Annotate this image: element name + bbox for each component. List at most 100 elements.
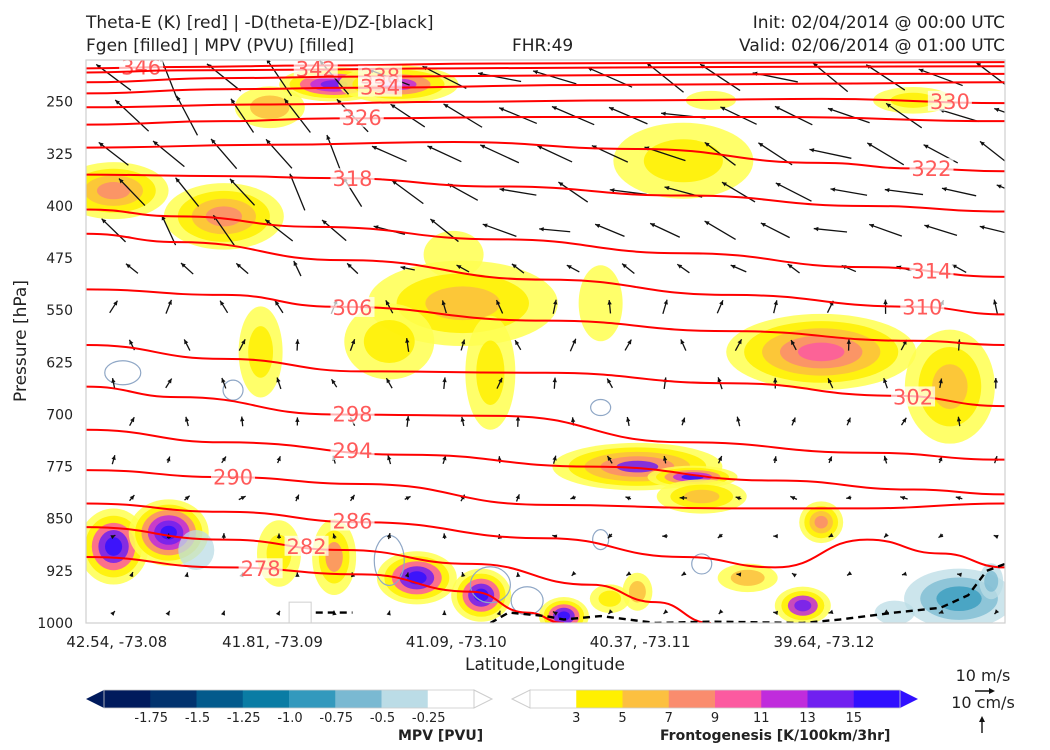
wind-vector-14 — [865, 64, 906, 91]
fgen-region-29-1 — [730, 569, 765, 586]
theta-e-label-278: 278 — [241, 557, 281, 581]
wind-vector-80 — [760, 222, 790, 239]
wind-vector-head-22 — [390, 104, 396, 109]
wind-vector-head-231 — [681, 571, 687, 576]
wind-vector-head-116 — [883, 299, 888, 305]
theta-e-contour-294 — [86, 428, 1005, 496]
wind-vector-head-108 — [441, 300, 446, 306]
fgen-tick-1: 5 — [618, 711, 626, 726]
wind-vector-head-122 — [295, 339, 300, 344]
y-tick-label-700: 700 — [46, 407, 73, 423]
wind-vector-head-183 — [827, 456, 833, 462]
wind-vector-66 — [941, 187, 977, 197]
wind-vector-head-239 — [165, 610, 170, 616]
wind-vector-head-107 — [385, 300, 390, 306]
wind-vector-237 — [1012, 573, 1016, 576]
wind-vector-36 — [210, 138, 238, 170]
fgen-region-11-1 — [248, 326, 274, 378]
wind-vector-24 — [498, 107, 538, 125]
wind-vector-head-24 — [499, 107, 505, 112]
mpv-outline-5 — [469, 566, 511, 604]
wind-vector-head-207 — [276, 533, 282, 538]
wind-vector-head-109 — [496, 300, 501, 306]
wind-vector-head-75 — [482, 223, 488, 228]
wind-vector-47 — [809, 148, 852, 159]
wind-vector-head-125 — [461, 339, 466, 345]
wind-vector-head-243 — [386, 610, 391, 616]
x-tick-label-4: 39.64, -73.12 — [774, 633, 875, 651]
wind-vector-head-80 — [760, 222, 766, 227]
wind-vector-head-248 — [663, 609, 669, 614]
wind-key-horizontal-arrowhead — [989, 688, 995, 694]
wind-vector-head-148 — [773, 377, 778, 383]
wind-vector-head-165 — [791, 417, 796, 423]
wind-vector-22 — [390, 103, 426, 128]
wind-vector-39 — [371, 145, 407, 163]
wind-vector-head-127 — [571, 338, 576, 344]
wind-vector-head-149 — [828, 378, 832, 384]
mpv-region-3-1 — [984, 570, 999, 592]
wind-vector-head-147 — [717, 377, 722, 383]
wind-vector-head-33 — [994, 107, 1000, 113]
fgen-colorbar-frame — [529, 689, 901, 709]
theta-e-contour-306 — [86, 288, 1005, 346]
wind-vector-head-88 — [293, 260, 298, 266]
wind-vector-head-191 — [350, 494, 355, 500]
wind-vector-169 — [1013, 416, 1015, 426]
valid-time: Valid: 02/06/2014 @ 01:00 UTC — [739, 36, 1005, 56]
wind-vector-head-145 — [607, 378, 612, 384]
wind-vector-head-38 — [326, 134, 331, 140]
fgen-colorbar-extend-high — [900, 690, 918, 708]
theta-e-label-302: 302 — [893, 385, 933, 409]
wind-vector-head-215 — [717, 533, 723, 538]
fgen-region-14-4 — [797, 342, 845, 362]
wind-vector-head-8 — [533, 70, 538, 75]
wind-vector-8 — [532, 70, 577, 85]
wind-vector-head-31 — [886, 103, 892, 108]
theta-e-contour-318 — [86, 173, 1005, 213]
wind-vector-head-52 — [175, 177, 181, 183]
wind-vector-head-59 — [558, 182, 564, 187]
theta-e-label-bg-342 — [293, 60, 338, 79]
wind-vector-head-152 — [993, 377, 998, 383]
wind-vector-head-220 — [993, 534, 999, 539]
wind-vector-head-197 — [679, 495, 685, 501]
wind-vector-head-66 — [941, 187, 947, 192]
wind-vector-head-250 — [773, 610, 779, 616]
y-tick-label-925: 925 — [46, 564, 73, 580]
plot-frame — [85, 59, 1006, 624]
wind-vector-head-168 — [956, 416, 962, 422]
wind-vector-head-46 — [758, 142, 764, 148]
wind-vector-head-142 — [442, 377, 447, 383]
theta-e-contour-278 — [86, 555, 564, 623]
wind-vector-head-138 — [221, 377, 226, 383]
wind-vector-head-128 — [627, 339, 632, 345]
wind-vector-40 — [427, 145, 462, 163]
wind-vector-head-62 — [721, 182, 727, 187]
wind-vector-head-3 — [266, 60, 271, 64]
wind-vector-head-156 — [295, 417, 300, 422]
wind-vector-84 — [979, 225, 1005, 234]
wind-vector-50 — [979, 140, 1005, 162]
wind-vector-head-164 — [736, 416, 741, 422]
wind-vector-head-25 — [551, 106, 557, 111]
wind-vector-head-84 — [979, 225, 985, 230]
wind-vector-head-209 — [386, 533, 392, 538]
wind-vector-head-48 — [867, 142, 873, 148]
mpv-tick-3: -1.0 — [277, 711, 302, 726]
wind-vector-head-112 — [663, 299, 668, 305]
wind-vector-head-135 — [1012, 339, 1016, 344]
theta-e-label-bg-286 — [330, 510, 375, 531]
wind-vector-17 — [114, 99, 150, 132]
x-tick-label-1: 41.81, -73.09 — [222, 633, 323, 651]
wind-vector-head-113 — [719, 300, 724, 306]
wind-vector-head-42 — [537, 145, 543, 150]
wind-vector-head-104 — [220, 300, 225, 306]
mpv-colorbar-swatch-7 — [427, 690, 475, 708]
wind-vector-head-206 — [221, 533, 226, 538]
fgen-colorbar-swatch-3 — [668, 690, 716, 708]
theta-e-label-306: 306 — [332, 296, 372, 320]
wind-vector-11 — [699, 63, 741, 92]
wind-vector-head-105 — [275, 300, 280, 306]
theta-e-contour-314 — [86, 208, 1005, 278]
